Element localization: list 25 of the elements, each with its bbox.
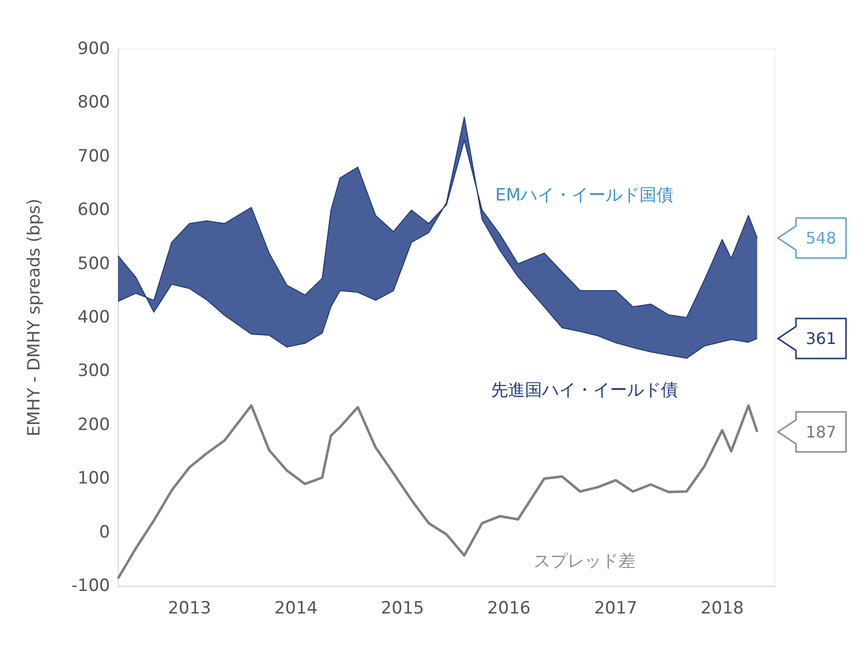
line-series	[116, 404, 758, 580]
y-tick-label: 700	[78, 146, 110, 166]
y-tick-label: 500	[78, 254, 110, 274]
series-label: 先進国ハイ・イールド債	[490, 380, 678, 401]
x-tick-label: 2016	[487, 598, 531, 618]
y-tick-label: 600	[78, 200, 110, 220]
y-tick-label: 0	[99, 522, 110, 542]
y-tick-label: 200	[78, 414, 110, 435]
y-tick-label: -100	[71, 576, 110, 596]
y-tick-label: 800	[78, 92, 110, 113]
x-tick-label: 2015	[380, 598, 424, 618]
text: スプレッド差	[533, 552, 636, 572]
y-tick-label: 400	[78, 308, 110, 328]
x-tick-label: 2013	[168, 598, 212, 618]
text: 187	[806, 422, 836, 442]
x-tick-label: 2014	[274, 598, 318, 618]
text: 361	[806, 328, 836, 348]
text: 548	[806, 228, 836, 248]
x-tick-label: 2017	[594, 598, 638, 618]
y-tick-label: 100	[78, 468, 110, 489]
y-tick-label: 300	[78, 361, 110, 382]
x-tick-label: 2018	[700, 598, 744, 618]
series-label: EMハイ・イールド国債	[495, 185, 674, 206]
y-axis-title: EMHY - DMHY spreads (bps)	[24, 198, 44, 436]
y-tick-label: 900	[78, 39, 110, 59]
